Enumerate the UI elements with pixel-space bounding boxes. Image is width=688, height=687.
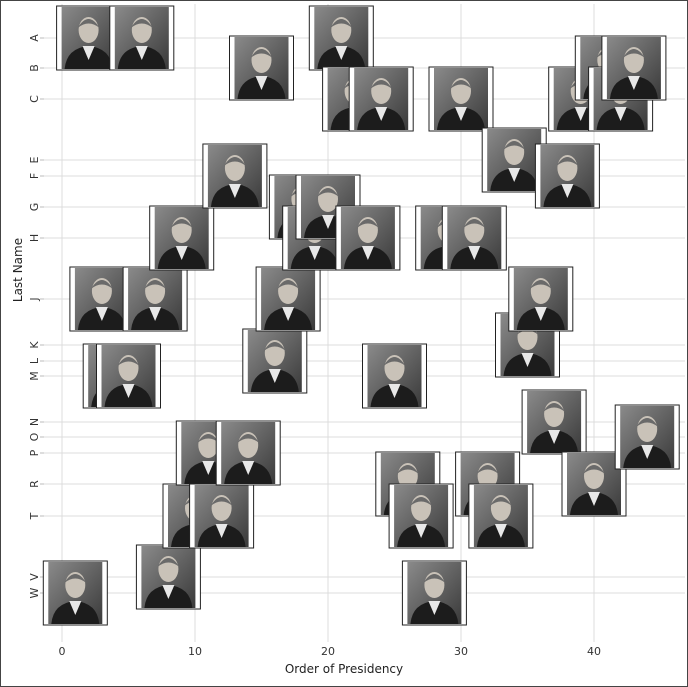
portrait-marker [348,66,414,132]
portrait-marker [42,560,108,626]
x-axis-label: Order of Presidency [285,662,403,676]
portrait-marker [521,389,587,455]
portrait-marker [96,343,161,409]
y-tick-label: G [28,203,41,212]
y-tick-label: N [28,418,41,426]
portrait-marker [468,483,534,549]
portrait-markers [42,5,680,626]
x-tick-labels: 0 10 20 30 40 [59,645,602,658]
portrait-marker [561,451,627,517]
portrait-marker [215,420,281,486]
portrait-marker [122,266,188,332]
portrait-marker [428,66,494,132]
portrait-marker [508,266,574,332]
portrait-marker [614,404,680,470]
portrait-marker [189,483,255,549]
portrait-marker [362,343,427,409]
portrait-marker [109,5,175,71]
portrait-marker [441,205,507,271]
y-tick-label: J [28,297,41,301]
y-tick-label: E [28,156,41,163]
y-tick-label: T [28,512,41,520]
portrait-marker [135,544,201,610]
portrait-marker [401,560,467,626]
portrait-marker [202,143,268,209]
y-tick-label: R [28,480,41,488]
y-tick-label: V [28,573,41,581]
y-axis-label: Last Name [11,238,25,302]
portrait-marker [601,35,667,101]
y-tick-label: O [28,432,41,441]
y-tick-label: M [28,371,41,381]
portrait-marker [388,483,454,549]
y-tick-label: H [28,234,41,242]
portrait-marker [255,266,321,332]
y-tick-label: P [28,449,41,456]
y-tick-label: L [28,357,41,364]
y-tick-label: A [28,34,41,42]
portrait-marker [335,205,401,271]
y-tick-label: F [28,173,41,179]
portrait-marker [308,5,374,71]
y-tick-labels: A B C E F G H J K LM NO P R T VW [28,34,44,598]
portrait-marker [149,205,215,271]
x-tick-label: 30 [454,645,468,658]
x-tick-label: 10 [188,645,202,658]
y-tick-label: B [28,64,41,72]
y-tick-label: W [28,587,41,598]
y-tick-label: C [28,95,41,103]
x-tick-label: 0 [59,645,66,658]
x-tick-label: 40 [587,645,601,658]
x-tick-label: 20 [321,645,335,658]
portrait-marker [242,328,308,394]
y-tick-label: K [28,341,41,349]
portrait-marker [534,143,600,209]
portrait-marker [229,35,294,101]
